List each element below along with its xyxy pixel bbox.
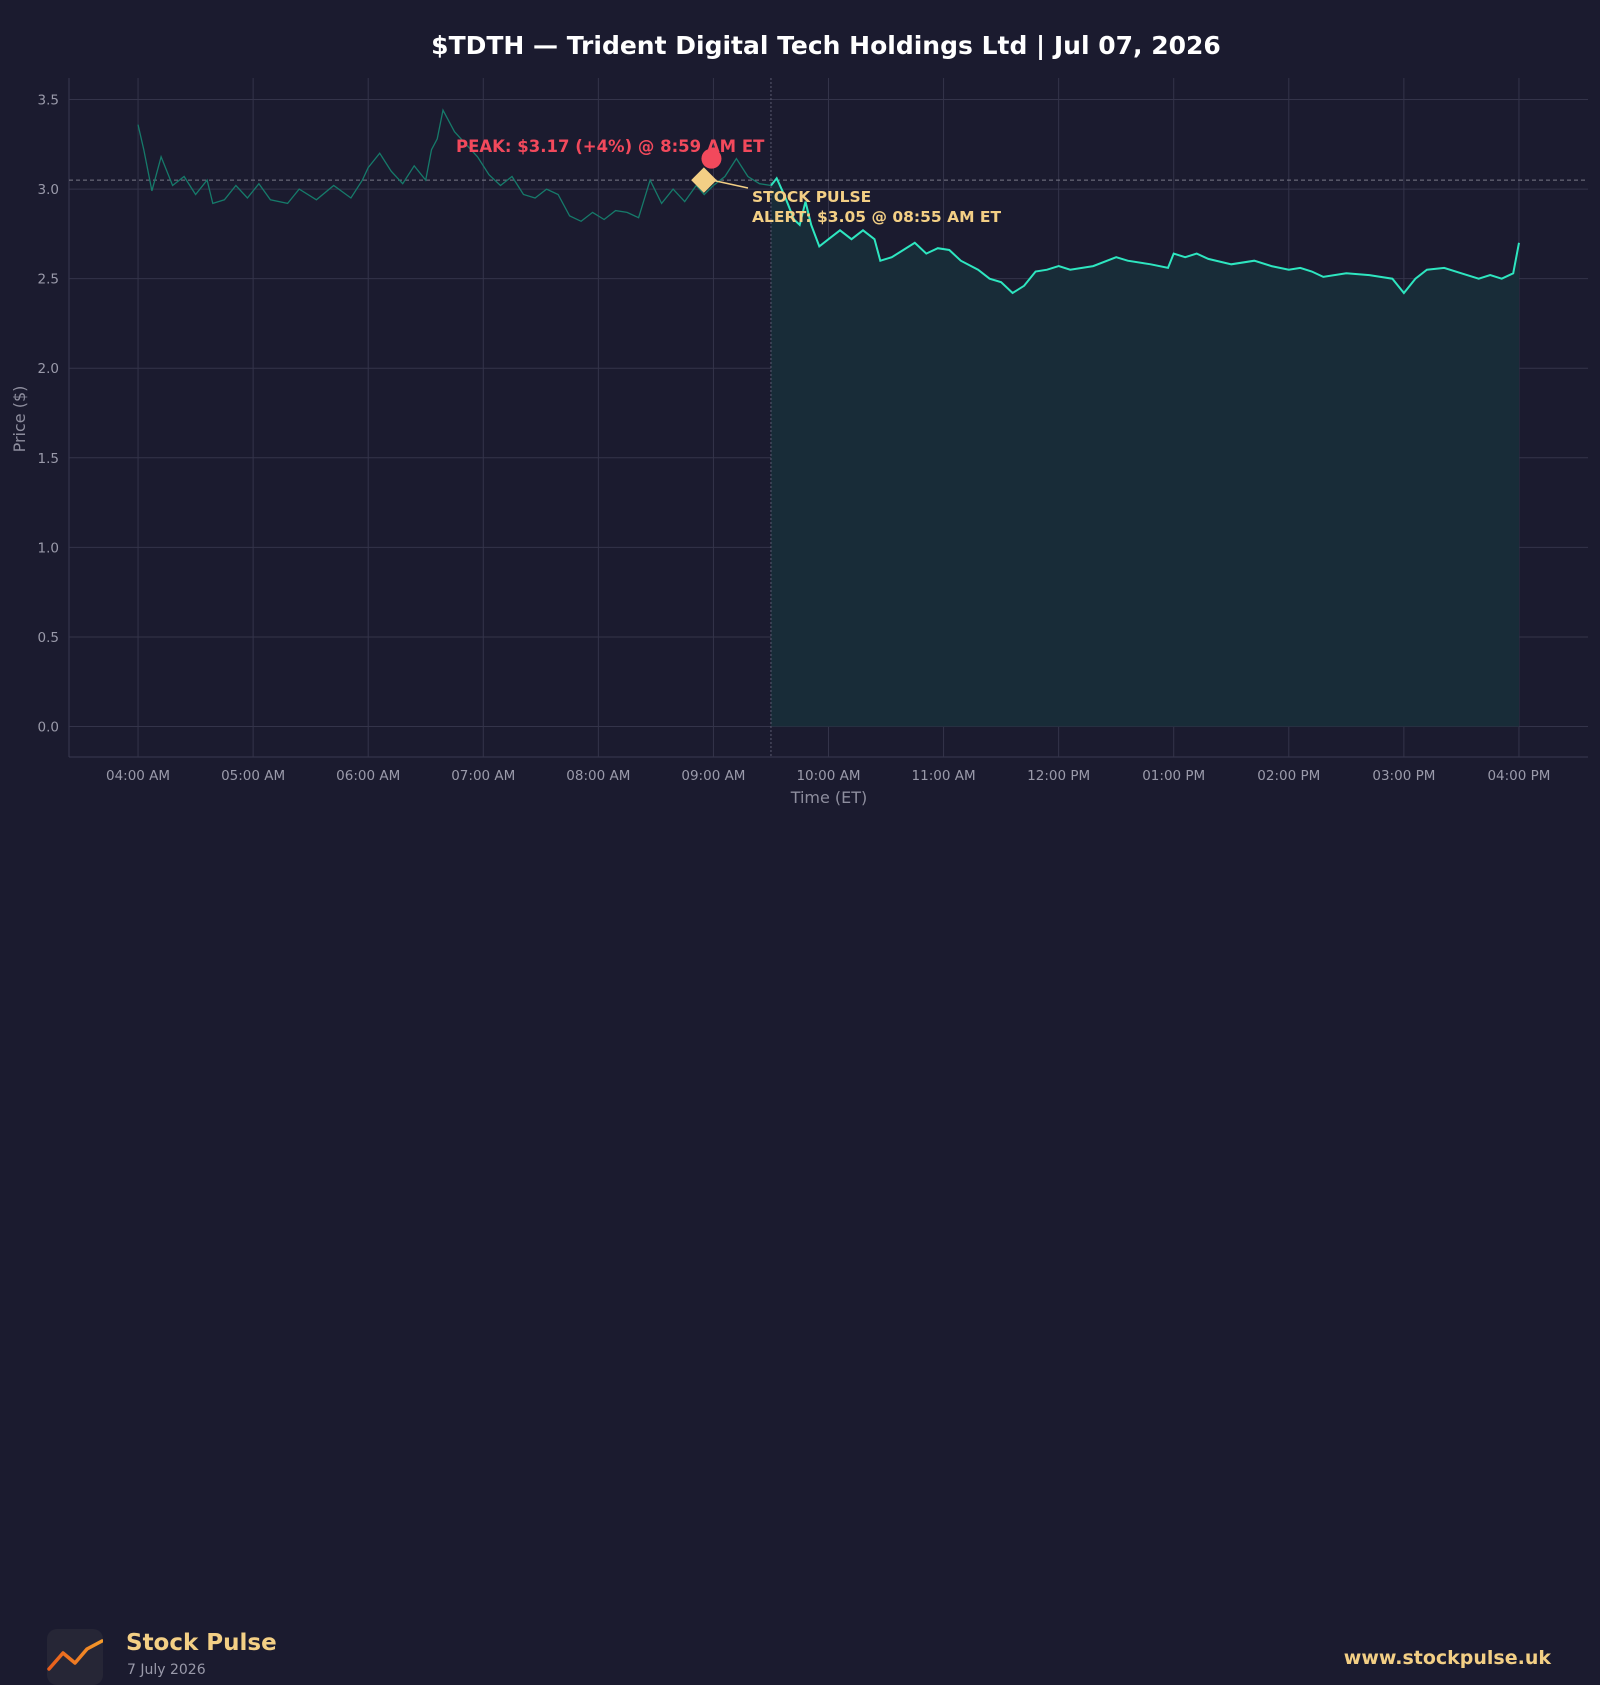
- regular-session-price-line: [770, 176, 1520, 295]
- y-tick-label: 1.5: [38, 451, 59, 467]
- x-tick-label: 04:00 PM: [1487, 768, 1550, 784]
- x-axis-ticks: 04:00 AM 05:00 AM 06:00 AM 07:00 AM 08:00 AM…: [106, 768, 1550, 784]
- peak-marker: [701, 148, 722, 169]
- x-tick-label: 08:00 AM: [566, 768, 630, 784]
- brand-date: 7 July 2026: [127, 1662, 206, 1678]
- alert-diamond-marker: [691, 167, 717, 193]
- peak-annotation: PEAK: $3.17 (+4%) @ 8:59 AM ET: [456, 137, 765, 156]
- y-tick-label: 2.0: [38, 361, 59, 377]
- y-axis-label: Price ($): [10, 386, 29, 453]
- regular-session-area: [771, 178, 1519, 727]
- y-tick-label: 3.0: [38, 182, 59, 198]
- alert-leader-line: [711, 179, 749, 189]
- x-tick-label: 10:00 AM: [796, 768, 860, 784]
- pre-market-price-line: [137, 108, 772, 223]
- y-tick-label: 3.5: [38, 92, 59, 108]
- y-axis-ticks: 0.0 0.5 1.0 1.5 2.0 2.5 3.0 3.5: [38, 92, 59, 735]
- x-tick-label: 04:00 AM: [106, 768, 170, 784]
- footer: Stock Pulse 7 July 2026 www.stockpulse.u…: [0, 807, 1600, 1685]
- chart-title: $TDTH — Trident Digital Tech Holdings Lt…: [431, 31, 1221, 60]
- alert-annotation-title: STOCK PULSE: [752, 188, 871, 206]
- x-tick-label: 07:00 AM: [451, 768, 515, 784]
- website-link[interactable]: www.stockpulse.uk: [1343, 1647, 1551, 1669]
- x-tick-label: 02:00 PM: [1257, 768, 1320, 784]
- x-tick-label: 09:00 AM: [681, 768, 745, 784]
- x-tick-label: 11:00 AM: [912, 768, 976, 784]
- price-chart: $TDTH — Trident Digital Tech Holdings Lt…: [10, 31, 1588, 807]
- trend-line-icon: [47, 1639, 103, 1671]
- y-tick-label: 1.0: [38, 540, 59, 556]
- brand-name: Stock Pulse: [126, 1630, 277, 1656]
- alert-annotation-detail: ALERT: $3.05 @ 08:55 AM ET: [752, 208, 1001, 226]
- x-tick-label: 06:00 AM: [336, 768, 400, 784]
- brand-logo: [47, 1629, 103, 1685]
- x-tick-label: 03:00 PM: [1372, 768, 1435, 784]
- x-axis-label: Time (ET): [790, 788, 868, 807]
- x-tick-label: 05:00 AM: [221, 768, 285, 784]
- y-tick-label: 2.5: [38, 272, 59, 288]
- x-tick-label: 01:00 PM: [1142, 768, 1205, 784]
- x-tick-label: 12:00 PM: [1027, 768, 1090, 784]
- y-tick-label: 0.0: [38, 720, 59, 736]
- y-tick-label: 0.5: [38, 630, 59, 646]
